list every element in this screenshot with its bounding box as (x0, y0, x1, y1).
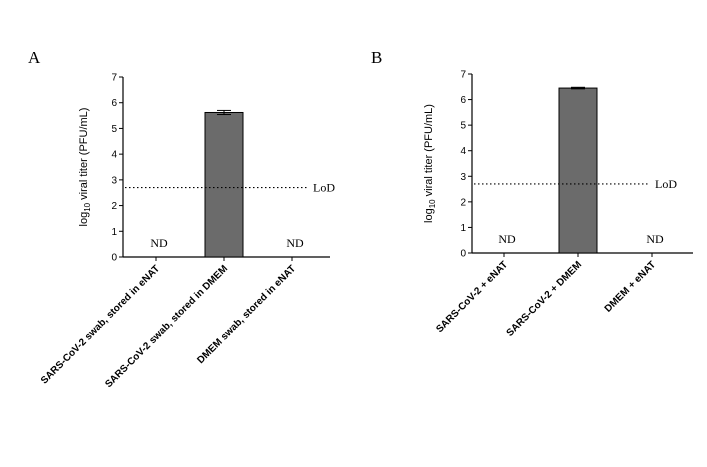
y-axis-title-main: log (423, 208, 435, 223)
bar (204, 111, 244, 258)
y-axis-title: log10 viral titer (PFU/mL) (423, 104, 437, 223)
y-axis-title-rest: viral titer (PFU/mL) (423, 104, 435, 199)
y-tick-label: 3 (111, 175, 117, 186)
y-tick-label: 7 (460, 70, 466, 81)
y-tick-label: 4 (111, 150, 117, 161)
panel-b: B 0 1 2 3 4 5 6 7 log10 viral titer (PFU/mL) ND SAR… (371, 48, 693, 339)
y-axis-title-rest: viral titer (PFU/mL) (78, 108, 90, 203)
x-category-label: DMEM + eNAT (603, 259, 658, 314)
y-tick-label: 2 (111, 201, 117, 212)
lod-label: LoD (655, 177, 677, 191)
y-tick-label: 4 (460, 146, 466, 157)
y-tick-label: 3 (460, 172, 466, 183)
x-category-label: SARS-CoV-2 + eNAT (434, 259, 510, 335)
y-axis-title-sub: 10 (83, 202, 92, 211)
x-category-label: SARS-CoV-2 swab, stored in DMEM (103, 263, 230, 390)
y-tick-label: 5 (111, 124, 117, 135)
x-category-label: SARS-CoV-2 swab, stored in eNAT (39, 263, 162, 386)
panel-letter: A (28, 48, 41, 67)
lod-label: LoD (313, 181, 335, 195)
y-tick-label: 1 (111, 227, 117, 238)
nd-label: ND (150, 236, 168, 250)
y-tick-label: 0 (111, 253, 117, 264)
y-tick-label: 0 (460, 249, 466, 260)
y-tick-label: 1 (460, 223, 466, 234)
y-tick-label: 5 (460, 121, 466, 132)
bar (558, 87, 598, 254)
y-tick-label: 6 (460, 95, 466, 106)
y-axis-title-main: log (78, 212, 90, 227)
x-category-label: SARS-CoV-2 + DMEM (505, 259, 584, 338)
y-tick-label: 6 (111, 98, 117, 109)
y-axis-title-sub: 10 (428, 199, 437, 208)
panel-letter: B (371, 48, 382, 67)
nd-label: ND (646, 232, 664, 246)
y-tick-label: 7 (111, 73, 117, 84)
y-tick-label: 2 (460, 197, 466, 208)
y-axis-title: log10 viral titer (PFU/mL) (78, 108, 92, 227)
nd-label: ND (498, 232, 516, 246)
panel-a: A 0 1 2 3 4 5 6 7 log10 viral titer (PFU/mL) ND SAR… (28, 48, 335, 390)
nd-label: ND (286, 236, 304, 250)
